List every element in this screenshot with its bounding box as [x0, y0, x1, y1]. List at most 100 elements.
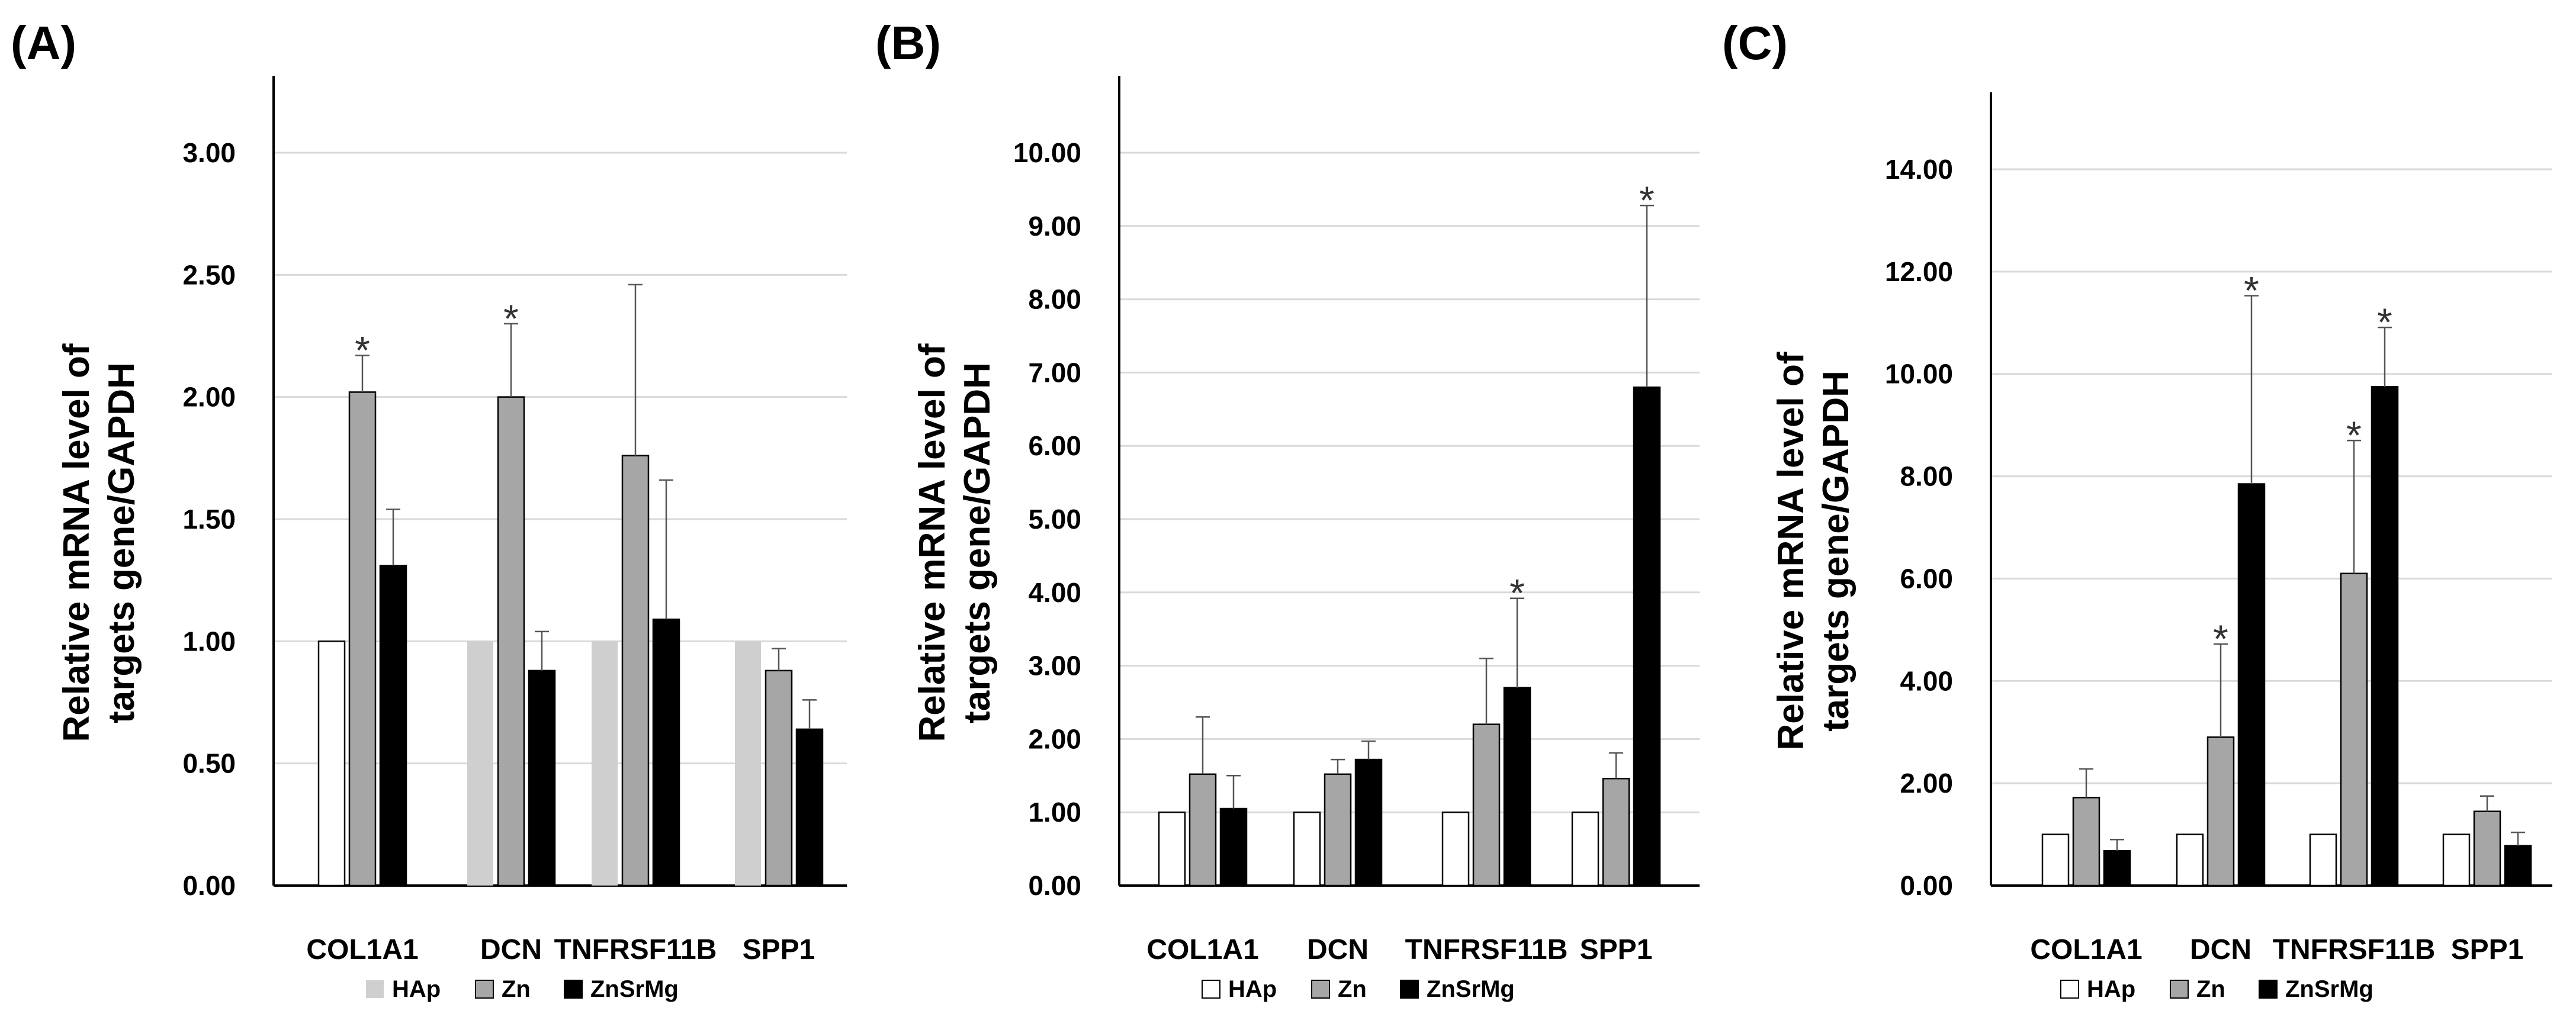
y-tick-label: 2.00	[1028, 723, 1081, 754]
bar-zn-spp1	[1602, 778, 1630, 887]
bar-znsrmg-spp1	[795, 728, 824, 887]
y-axis-label-line2: targets gene/GAPDH	[101, 362, 142, 723]
panel-label: (B)	[875, 17, 941, 69]
y-tick-label: 1.00	[1028, 797, 1081, 828]
significance-star: *	[1509, 571, 1525, 615]
bar-znsrmg-dcn	[1354, 758, 1383, 887]
y-axis-label-line1: Relative mRNA level of	[56, 343, 97, 742]
legend-label-hap: HAp	[392, 976, 441, 1002]
legend-label-zn: Zn	[2196, 976, 2225, 1002]
y-tick-label: 12.00	[1885, 256, 1953, 287]
y-tick-label: 6.00	[1028, 430, 1081, 461]
y-axis-label-line2: targets gene/GAPDH	[1816, 371, 1856, 732]
y-tick-label: 0.00	[1900, 870, 1953, 901]
bar-znsrmg-col1a1	[1219, 807, 1248, 887]
legend-label-zn: Zn	[502, 976, 531, 1002]
legend-swatch-zn	[2170, 980, 2189, 999]
x-tick-label: DCN	[1307, 934, 1369, 965]
bar-hap-dcn	[1293, 811, 1321, 887]
bar-znsrmg-col1a1	[379, 565, 407, 887]
legend-swatch-zn	[1311, 980, 1330, 999]
bar-hap-dcn	[467, 641, 493, 886]
y-axis-label-line2: targets gene/GAPDH	[957, 362, 998, 723]
bar-znsrmg-spp1	[2504, 845, 2532, 887]
y-tick-label: 2.00	[1900, 768, 1953, 799]
y-tick-label: 6.00	[1900, 563, 1953, 594]
bar-zn-tnfrsf11b	[1472, 723, 1501, 887]
bar-znsrmg-tnfrsf11b	[1503, 687, 1531, 887]
x-tick-label: SPP1	[2451, 934, 2524, 965]
bar-hap-tnfrsf11b	[2309, 833, 2337, 887]
x-tick-label: TNFRSF11B	[1405, 934, 1568, 965]
x-tick-label: SPP1	[743, 934, 815, 965]
bar-znsrmg-tnfrsf11b	[2371, 386, 2399, 887]
legend-label-hap: HAp	[2087, 976, 2135, 1002]
bar-zn-spp1	[765, 670, 793, 887]
significance-star: *	[2244, 268, 2259, 312]
bar-znsrmg-spp1	[1633, 386, 1661, 887]
y-tick-label: 5.00	[1028, 504, 1081, 535]
legend-swatch-hap	[1202, 980, 1220, 999]
y-axis-label-line1: Relative mRNA level of	[1771, 352, 1811, 750]
bar-hap-col1a1	[1158, 811, 1186, 887]
chart-panel-1: (A) 0.00 0.50 1.00 1.50 2.00 2.50 3.00 Relative …	[11, 17, 847, 1002]
legend-label-zn: Zn	[1338, 976, 1367, 1002]
bar-hap-dcn	[2176, 833, 2204, 887]
legend-swatch-hap	[366, 980, 384, 998]
x-tick-label: COL1A1	[2030, 934, 2142, 965]
legend-label-znsrmg: ZnSrMg	[1427, 976, 1515, 1002]
bar-zn-dcn	[1324, 773, 1352, 887]
y-tick-label: 3.00	[182, 137, 236, 168]
legend-swatch-znsrmg	[564, 980, 583, 999]
legend-label-znsrmg: ZnSrMg	[590, 976, 679, 1002]
y-tick-label: 0.00	[1028, 870, 1081, 901]
chart-panel-3: (C) 0.00 2.00 4.00 6.00 8.00 10.00 12.00 14.00 Re…	[1722, 17, 2552, 1002]
y-tick-label: 10.00	[1013, 137, 1081, 168]
legend-label-znsrmg: ZnSrMg	[2285, 976, 2373, 1002]
x-tick-label: TNFRSF11B	[554, 934, 717, 965]
bar-zn-tnfrsf11b	[621, 455, 650, 887]
y-tick-label: 9.00	[1028, 211, 1081, 242]
bar-hap-tnfrsf11b	[592, 641, 618, 886]
y-tick-label: 1.50	[182, 504, 236, 535]
legend-swatch-znsrmg	[2259, 980, 2278, 999]
x-tick-label: DCN	[2190, 934, 2251, 965]
bar-hap-col1a1	[317, 640, 346, 887]
bar-zn-col1a1	[2072, 797, 2100, 887]
bar-zn-spp1	[2473, 810, 2501, 887]
y-tick-label: 4.00	[1900, 665, 1953, 696]
y-tick-label: 2.00	[182, 382, 236, 413]
significance-star: *	[2213, 617, 2228, 661]
bar-zn-dcn	[2206, 736, 2235, 887]
x-tick-label: COL1A1	[1146, 934, 1258, 965]
y-tick-label: 2.50	[182, 259, 236, 290]
y-tick-label: 3.00	[1028, 651, 1081, 681]
x-tick-label: COL1A1	[306, 934, 418, 965]
y-axis-label-line1: Relative mRNA level of	[912, 343, 953, 742]
significance-star: *	[2346, 413, 2362, 457]
legend-swatch-zn	[475, 980, 494, 999]
bar-hap-spp1	[2442, 833, 2471, 887]
y-tick-label: 10.00	[1885, 359, 1953, 390]
significance-star: *	[355, 329, 370, 372]
legend-label-hap: HAp	[1228, 976, 1277, 1002]
panel-label: (C)	[1722, 17, 1788, 69]
bar-znsrmg-dcn	[528, 670, 556, 887]
y-tick-label: 8.00	[1028, 284, 1081, 315]
legend-swatch-hap	[2060, 980, 2079, 999]
bar-zn-dcn	[497, 396, 525, 887]
significance-star: *	[503, 297, 519, 340]
bar-hap-spp1	[735, 641, 761, 886]
bar-znsrmg-tnfrsf11b	[652, 618, 680, 887]
y-tick-label: 4.00	[1028, 577, 1081, 608]
chart-panel-2: (B) 0.00 1.00 2.00 3.00 4.00 5.00 6.00 7.00 8.00 9…	[875, 17, 1700, 1002]
y-tick-label: 1.00	[182, 626, 236, 656]
y-tick-label: 0.50	[182, 748, 236, 779]
bar-zn-col1a1	[348, 391, 377, 887]
bar-znsrmg-col1a1	[2103, 849, 2131, 887]
panel-label: (A)	[11, 17, 76, 69]
bar-zn-col1a1	[1189, 773, 1217, 887]
legend-swatch-znsrmg	[1400, 980, 1419, 999]
significance-star: *	[1639, 178, 1655, 222]
